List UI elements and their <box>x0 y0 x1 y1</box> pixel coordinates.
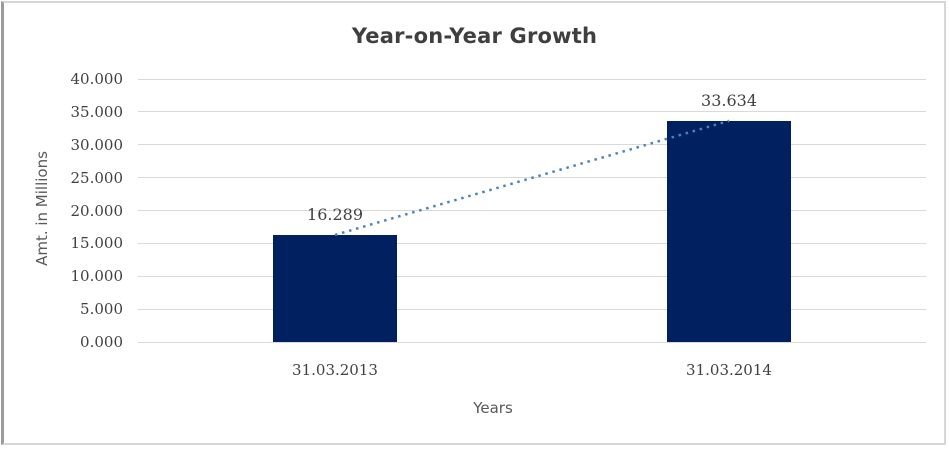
gridline <box>138 275 926 277</box>
y-tick-label: 5.000 <box>80 300 123 319</box>
y-tick-label: 25.000 <box>70 168 124 187</box>
gridline <box>138 111 926 113</box>
y-axis-tick-labels: 40.000 35.000 30.000 25.000 20.000 15.000 10.0… <box>0 70 124 351</box>
y-tick-label: 30.000 <box>70 135 124 154</box>
plot-area: 16.289 33.634 <box>138 78 926 343</box>
y-tick-label: 15.000 <box>70 234 124 253</box>
gridline <box>138 210 926 211</box>
gridline <box>138 308 926 310</box>
data-label: 16.289 <box>307 204 363 224</box>
x-tick-label: 31.03.2013 <box>292 361 378 379</box>
y-tick-label: 0.000 <box>80 333 123 351</box>
bar <box>667 120 791 342</box>
y-tick-label: 40.000 <box>70 70 124 88</box>
x-tick-label: 31.03.2014 <box>686 361 772 379</box>
y-tick-label: 20.000 <box>70 201 124 220</box>
bar <box>273 234 397 342</box>
x-axis-tick-labels: 31.03.2013 31.03.2014 <box>138 361 926 383</box>
data-label: 33.634 <box>701 90 757 110</box>
chart-title: Year-on-Year Growth <box>351 24 598 48</box>
x-axis-title: Years <box>473 399 513 417</box>
y-tick-label: 35.000 <box>70 102 124 121</box>
trendline-dotted <box>334 119 730 237</box>
gridline <box>138 144 926 146</box>
gridline <box>138 242 926 244</box>
gridline <box>138 341 926 343</box>
gridline <box>138 78 926 80</box>
y-tick-label: 10.000 <box>70 267 124 286</box>
